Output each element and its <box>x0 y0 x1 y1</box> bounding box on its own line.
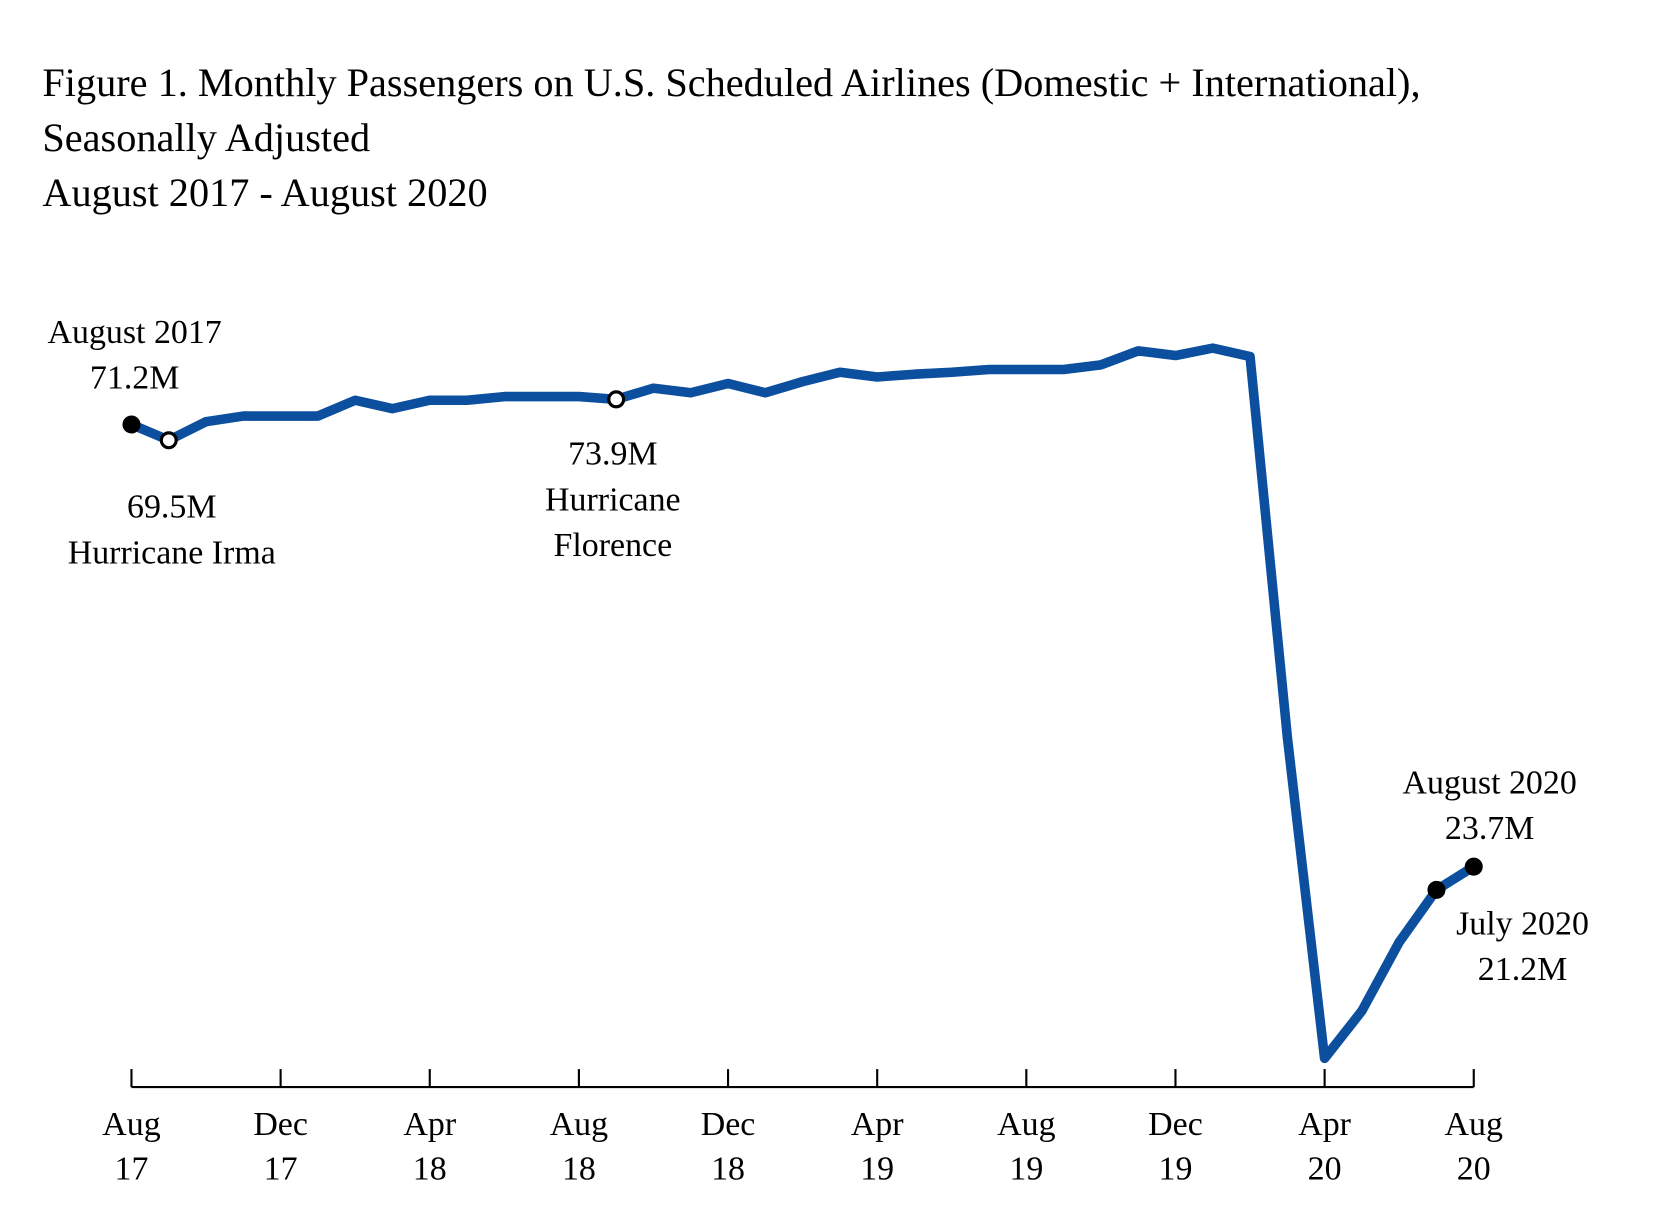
x-tick-label-year: 18 <box>413 1150 447 1187</box>
x-tick-label-month: Apr <box>403 1106 456 1143</box>
x-tick-label-year: 17 <box>115 1150 149 1187</box>
data-point-marker <box>607 390 626 409</box>
chart-title-line2: Seasonally Adjusted <box>42 115 370 160</box>
annotation-label: 71.2M <box>90 359 179 396</box>
x-tick-label-year: 18 <box>562 1150 596 1187</box>
x-tick-label-year: 18 <box>711 1150 745 1187</box>
series-line <box>126 343 1479 1064</box>
annotation-label: Hurricane <box>545 481 681 518</box>
data-point-marker <box>1427 880 1446 899</box>
x-tick-label-year: 20 <box>1308 1150 1342 1187</box>
annotation-label: July 2020 <box>1456 905 1589 942</box>
annotation-label: August 2020 <box>1403 764 1577 801</box>
annotation-label: 73.9M <box>568 436 657 473</box>
x-tick-label-month: Apr <box>1298 1106 1351 1143</box>
annotation-label: Florence <box>554 527 673 564</box>
data-point-marker <box>159 431 178 450</box>
annotation-label: Hurricane Irma <box>68 534 276 571</box>
x-tick-label-year: 19 <box>860 1150 894 1187</box>
x-tick-label-month: Aug <box>997 1106 1055 1143</box>
annotation-label: August 2017 <box>48 314 222 351</box>
x-tick-label-month: Aug <box>550 1106 608 1143</box>
x-tick-label-month: Aug <box>102 1106 160 1143</box>
x-tick-label-month: Dec <box>1148 1106 1203 1143</box>
x-tick-label-year: 19 <box>1009 1150 1043 1187</box>
x-tick-label-month: Aug <box>1445 1106 1503 1143</box>
x-tick-label-month: Dec <box>701 1106 756 1143</box>
x-axis-ticks: Aug 17 Dec 17 Apr 18 Aug 18 Dec 18 Apr 19 Aug 19 Dec 19… <box>102 1069 1503 1187</box>
data-point-marker <box>1464 857 1483 876</box>
x-tick-label-month: Apr <box>851 1106 904 1143</box>
chart-title: Figure 1. Monthly Passengers on U.S. Sch… <box>42 60 1420 105</box>
annotations: August 2017 71.2M 69.5M Hurricane Irma 73.9M… <box>48 314 1589 988</box>
annotation-label: 69.5M <box>127 489 216 526</box>
x-tick-label-year: 19 <box>1159 1150 1193 1187</box>
x-tick-label-year: 17 <box>264 1150 298 1187</box>
data-point-marker <box>122 415 141 434</box>
x-tick-label-year: 20 <box>1457 1150 1491 1187</box>
x-tick-label-month: Dec <box>253 1106 308 1143</box>
annotation-label: 21.2M <box>1478 951 1567 988</box>
chart-subtitle: August 2017 - August 2020 <box>42 170 487 215</box>
annotation-label: 23.7M <box>1445 810 1534 847</box>
